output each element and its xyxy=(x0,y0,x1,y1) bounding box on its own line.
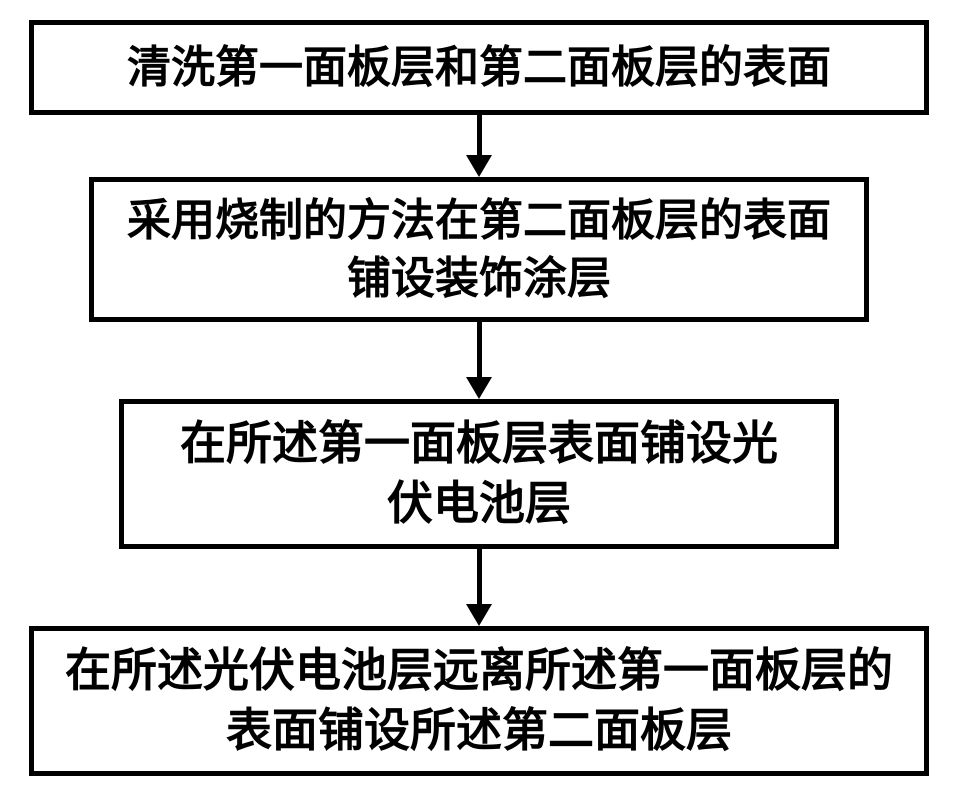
arrow-1 xyxy=(466,115,492,177)
arrow-head-icon xyxy=(466,155,492,177)
arrow-head-icon xyxy=(466,377,492,399)
arrow-2 xyxy=(466,322,492,399)
arrow-head-icon xyxy=(466,604,492,626)
step-4-text: 在所述光伏电池层远离所述第一面板层的表面铺设所述第二面板层 xyxy=(59,641,899,761)
flowchart-step-3: 在所述第一面板层表面铺设光伏电池层 xyxy=(119,399,839,549)
flowchart-step-4: 在所述光伏电池层远离所述第一面板层的表面铺设所述第二面板层 xyxy=(29,626,929,776)
flowchart-step-1: 清洗第一面板层和第二面板层的表面 xyxy=(29,20,929,115)
arrow-line xyxy=(477,115,482,155)
step-3-text: 在所述第一面板层表面铺设光伏电池层 xyxy=(164,414,794,534)
flowchart-step-2: 采用烧制的方法在第二面板层的表面铺设装饰涂层 xyxy=(89,177,869,322)
step-2-text: 采用烧制的方法在第二面板层的表面铺设装饰涂层 xyxy=(124,192,834,306)
arrow-line xyxy=(477,549,482,604)
step-1-text: 清洗第一面板层和第二面板层的表面 xyxy=(127,39,831,96)
arrow-3 xyxy=(466,549,492,626)
arrow-line xyxy=(477,322,482,377)
